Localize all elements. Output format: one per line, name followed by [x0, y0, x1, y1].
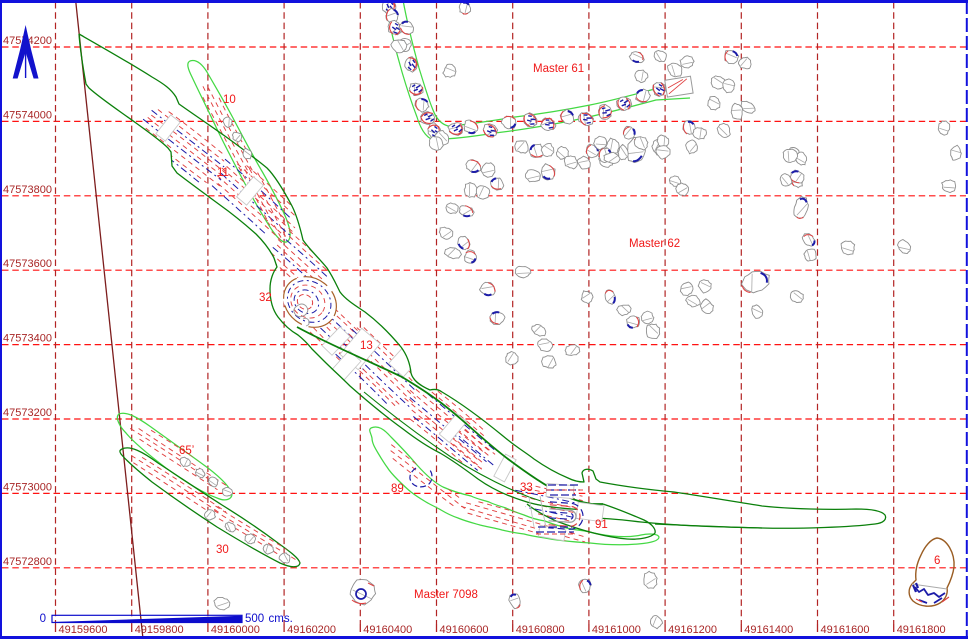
svg-text:Master 61: Master 61 [533, 63, 584, 75]
svg-text:49161400: 49161400 [744, 624, 793, 636]
svg-text:47572800: 47572800 [3, 556, 52, 568]
svg-text:33: 33 [520, 482, 533, 494]
svg-text:49161200: 49161200 [668, 624, 717, 636]
svg-text:47573400: 47573400 [3, 333, 52, 345]
svg-text:91: 91 [595, 519, 608, 531]
svg-text:47573200: 47573200 [3, 407, 52, 419]
svg-text:10: 10 [223, 94, 236, 106]
svg-text:Master 7098: Master 7098 [414, 589, 478, 601]
svg-text:49159800: 49159800 [135, 624, 184, 636]
svg-text:89: 89 [391, 483, 404, 495]
svg-text:49161000: 49161000 [592, 624, 641, 636]
svg-text:47573600: 47573600 [3, 258, 52, 270]
svg-text:49160400: 49160400 [363, 624, 412, 636]
svg-text:cms.: cms. [269, 613, 293, 625]
svg-text:Master 62: Master 62 [629, 238, 680, 250]
svg-text:0: 0 [40, 613, 46, 625]
svg-text:30: 30 [216, 544, 229, 556]
svg-text:49160200: 49160200 [287, 624, 336, 636]
svg-text:11: 11 [217, 167, 229, 179]
svg-text:6: 6 [934, 555, 940, 567]
svg-text:49160800: 49160800 [516, 624, 565, 636]
svg-text:49160600: 49160600 [440, 624, 489, 636]
svg-text:13: 13 [360, 340, 373, 352]
svg-text:49159600: 49159600 [59, 624, 108, 636]
svg-text:500: 500 [245, 613, 264, 625]
svg-text:47574000: 47574000 [3, 109, 52, 121]
svg-text:32: 32 [259, 292, 272, 304]
svg-text:49161600: 49161600 [821, 624, 870, 636]
svg-text:47573800: 47573800 [3, 184, 52, 196]
svg-text:65ʼ: 65ʼ [179, 445, 194, 457]
svg-text:47573000: 47573000 [3, 481, 52, 493]
svg-text:49160000: 49160000 [211, 624, 260, 636]
svg-text:49161800: 49161800 [897, 624, 946, 636]
